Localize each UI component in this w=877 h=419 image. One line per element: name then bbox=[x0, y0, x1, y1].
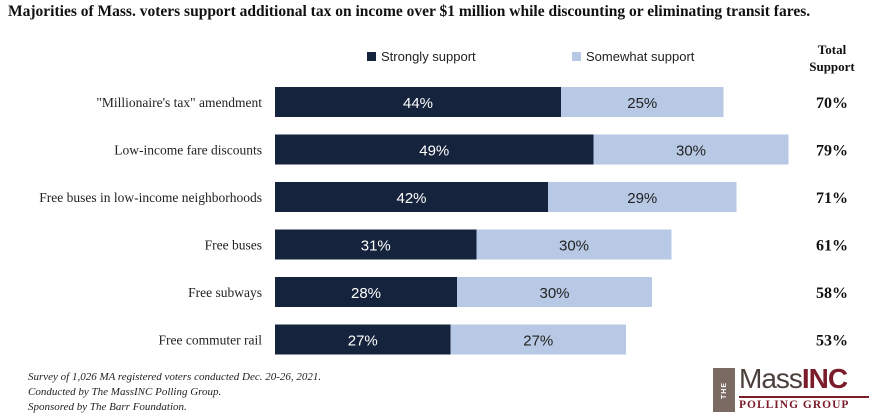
legend-swatch-somewhat bbox=[572, 52, 581, 61]
total-support-value: 71% bbox=[816, 190, 848, 207]
data-label-strongly: 28% bbox=[351, 285, 381, 302]
bar-segment-strongly bbox=[275, 134, 594, 165]
total-support-value: 61% bbox=[816, 238, 848, 255]
logo-the: THE bbox=[720, 381, 728, 399]
legend-label-somewhat: Somewhat support bbox=[586, 49, 695, 64]
data-label-somewhat: 30% bbox=[539, 285, 569, 302]
data-label-strongly: 44% bbox=[403, 95, 433, 112]
bar-segment-strongly bbox=[275, 87, 561, 117]
bar-segment-strongly bbox=[275, 229, 477, 260]
logo-wordmark: MassINC bbox=[739, 363, 848, 394]
data-label-strongly: 42% bbox=[396, 190, 426, 207]
data-label-strongly: 31% bbox=[361, 238, 391, 255]
bar-segment-strongly bbox=[275, 277, 457, 307]
data-label-strongly: 49% bbox=[419, 143, 449, 160]
data-label-strongly: 27% bbox=[348, 333, 378, 350]
data-label-somewhat: 25% bbox=[627, 95, 657, 112]
logo-polling-group: POLLING GROUP bbox=[739, 396, 869, 411]
category-label: Free commuter rail bbox=[159, 333, 263, 348]
bar-segment-somewhat bbox=[476, 229, 672, 260]
footnote-conducted: Conducted by The MassINC Polling Group. bbox=[28, 386, 222, 398]
category-label: Free buses in low-income neighborhoods bbox=[39, 190, 262, 205]
legend-label-strongly: Strongly support bbox=[381, 49, 476, 64]
bar-segment-strongly bbox=[275, 182, 548, 212]
bar-segment-somewhat bbox=[593, 134, 789, 165]
bar-segment-somewhat bbox=[457, 277, 652, 307]
total-header-line-1: Total bbox=[818, 42, 847, 57]
total-support-value: 70% bbox=[816, 95, 848, 112]
category-label: Low-income fare discounts bbox=[114, 143, 262, 158]
total-support-value: 79% bbox=[816, 143, 848, 160]
bar-segment-somewhat bbox=[561, 87, 724, 117]
data-label-somewhat: 30% bbox=[559, 238, 589, 255]
category-label: Free buses bbox=[205, 238, 262, 253]
category-label: Free subways bbox=[188, 285, 262, 300]
total-support-value: 58% bbox=[816, 285, 848, 302]
category-label: "Millionaire's tax" amendment bbox=[96, 95, 262, 110]
bar-segment-somewhat bbox=[548, 182, 737, 212]
data-label-somewhat: 30% bbox=[676, 143, 706, 160]
data-label-somewhat: 29% bbox=[627, 190, 657, 207]
data-label-somewhat: 27% bbox=[523, 333, 553, 350]
legend-swatch-strongly bbox=[367, 52, 376, 61]
logo-bar bbox=[713, 368, 735, 412]
bar-segment-somewhat bbox=[450, 324, 626, 355]
bar-segment-strongly bbox=[275, 324, 451, 355]
massinc-logo: THE MassINC POLLING GROUP bbox=[713, 363, 871, 414]
footnote-sponsored: Sponsored by The Barr Foundation. bbox=[28, 401, 187, 413]
footnote-survey: Survey of 1,026 MA registered voters con… bbox=[28, 371, 322, 383]
total-header-line-2: Support bbox=[809, 59, 855, 74]
total-support-value: 53% bbox=[816, 333, 848, 350]
chart-title: Majorities of Mass. voters support addit… bbox=[8, 3, 811, 20]
